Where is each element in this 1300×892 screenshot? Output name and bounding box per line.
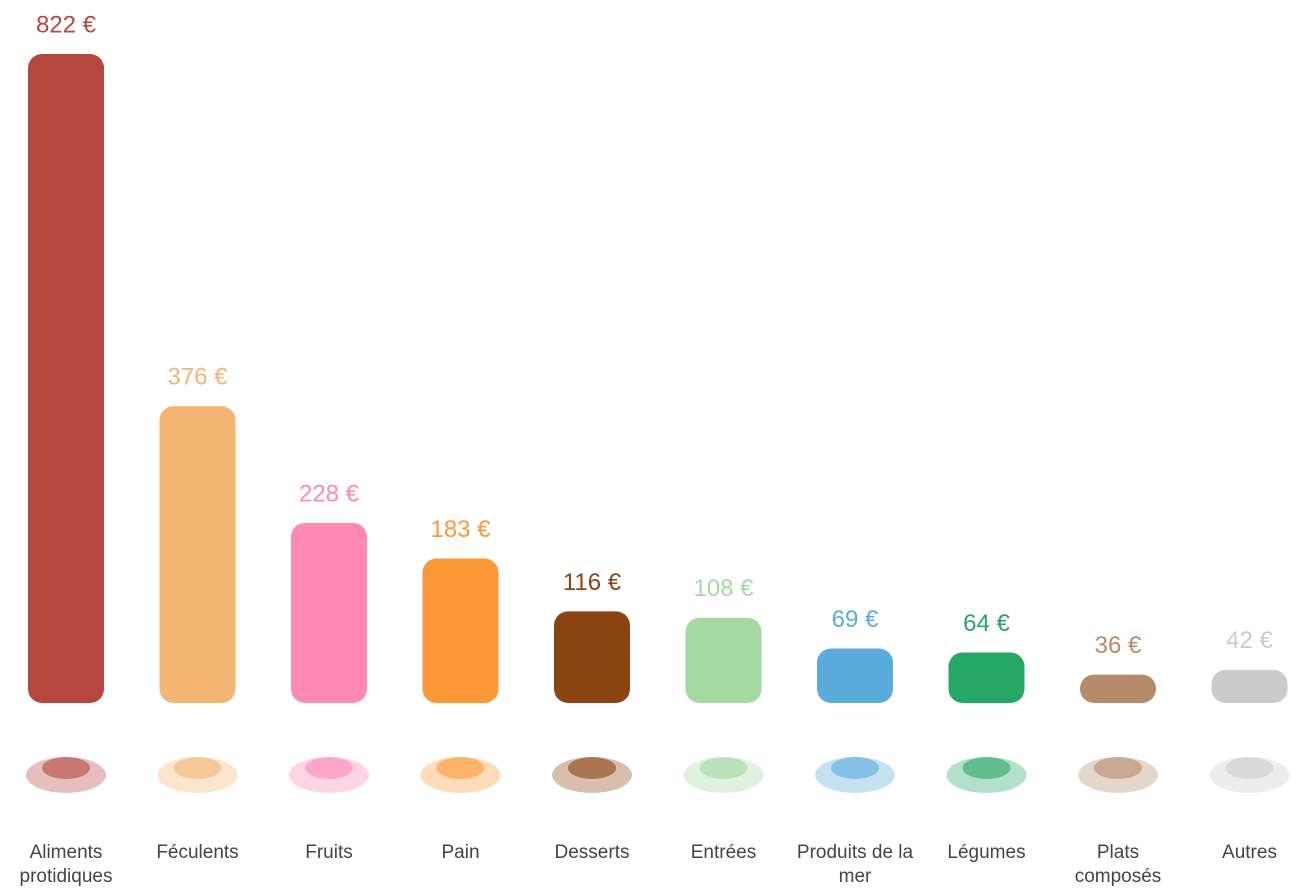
value-label: 64 € [963, 610, 1010, 637]
value-label: 228 € [299, 480, 360, 507]
value-label: 183 € [430, 516, 491, 543]
bar [422, 558, 499, 703]
value-label: 116 € [563, 569, 622, 596]
bar [291, 522, 367, 703]
category-label: Entrées [690, 842, 757, 863]
category-label: Plats composés [1074, 842, 1162, 887]
category-label: Aliments protidiques [19, 842, 113, 887]
food-image-detail [436, 757, 485, 779]
food-image-detail [42, 757, 90, 779]
category-label: Légumes [947, 842, 1026, 863]
value-label: 376 € [167, 363, 228, 390]
value-label: 36 € [1095, 632, 1142, 659]
category-label: Féculents [156, 842, 239, 863]
bar [1211, 669, 1288, 703]
bar [948, 652, 1025, 703]
bar [685, 617, 762, 703]
value-label: 822 € [36, 11, 97, 38]
food-image-detail [173, 757, 222, 779]
food-image-detail [1225, 757, 1274, 779]
category-label: Fruits [305, 842, 353, 863]
food-image-detail [1094, 757, 1142, 779]
value-label: 69 € [832, 606, 879, 633]
category-label: Pain [441, 842, 480, 863]
food-image-detail [962, 757, 1011, 779]
category-label: Autres [1222, 842, 1277, 863]
food-image-detail [831, 757, 879, 779]
bar [1080, 674, 1156, 703]
category-label: Produits de la mer [796, 842, 914, 887]
bar [28, 54, 104, 703]
value-label: 42 € [1226, 627, 1273, 654]
food-image-detail [568, 757, 616, 779]
bar [554, 611, 630, 703]
food-image-detail [305, 757, 353, 779]
category-label: Desserts [554, 842, 630, 863]
value-label: 108 € [693, 575, 754, 602]
food-image-detail [699, 757, 748, 779]
bar [817, 648, 893, 703]
bar [159, 406, 236, 703]
